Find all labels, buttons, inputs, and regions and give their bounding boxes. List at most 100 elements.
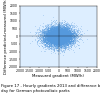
Point: [58, 29, 59, 31]
Point: [51, 34, 52, 36]
Point: [64, 29, 66, 31]
Point: [51, 38, 53, 39]
Point: [55, 32, 57, 33]
Point: [55, 42, 56, 44]
Point: [52, 35, 54, 36]
Point: [64, 39, 66, 40]
Point: [57, 41, 59, 42]
Point: [62, 37, 64, 39]
Point: [60, 35, 62, 36]
Point: [54, 43, 55, 44]
Point: [60, 49, 61, 50]
Point: [52, 41, 54, 43]
Point: [58, 34, 59, 35]
Point: [50, 28, 52, 29]
Point: [65, 35, 66, 37]
Point: [62, 36, 64, 37]
Point: [63, 33, 65, 35]
Point: [54, 31, 56, 32]
Point: [49, 35, 50, 36]
Point: [47, 29, 48, 31]
Point: [66, 33, 68, 35]
Point: [74, 34, 76, 36]
Point: [66, 28, 68, 30]
Point: [48, 40, 50, 41]
Point: [62, 35, 63, 37]
Point: [66, 40, 68, 42]
Point: [42, 46, 44, 48]
Point: [54, 39, 55, 40]
Point: [73, 43, 75, 44]
Point: [46, 40, 48, 41]
Point: [66, 22, 67, 24]
Point: [53, 33, 55, 35]
Point: [49, 34, 51, 35]
Point: [53, 34, 55, 36]
Point: [50, 33, 52, 35]
Point: [51, 31, 52, 32]
Point: [52, 42, 53, 44]
Point: [43, 30, 44, 32]
Point: [62, 38, 64, 40]
Point: [69, 35, 70, 36]
Point: [56, 25, 57, 26]
Point: [60, 32, 62, 34]
Point: [55, 38, 56, 40]
Point: [59, 35, 60, 36]
Point: [61, 38, 63, 39]
Point: [61, 28, 62, 29]
Point: [63, 39, 64, 41]
Point: [65, 37, 66, 39]
Point: [62, 35, 64, 36]
Point: [56, 37, 57, 38]
Point: [57, 32, 59, 34]
Point: [53, 47, 54, 49]
Point: [70, 32, 72, 33]
Point: [51, 37, 53, 38]
Point: [51, 40, 52, 42]
Point: [56, 35, 57, 37]
Point: [53, 37, 55, 39]
Point: [59, 32, 61, 33]
Point: [57, 34, 58, 36]
Point: [60, 25, 62, 26]
Point: [74, 36, 75, 37]
Point: [53, 32, 55, 33]
Point: [46, 39, 48, 40]
Point: [57, 37, 58, 38]
Point: [52, 47, 54, 49]
Point: [62, 36, 63, 38]
Point: [54, 34, 56, 35]
Point: [62, 36, 64, 38]
Point: [49, 36, 51, 38]
Point: [42, 41, 44, 42]
Point: [61, 32, 63, 33]
Point: [57, 27, 59, 28]
Point: [65, 33, 66, 34]
Point: [56, 31, 57, 32]
Point: [65, 28, 67, 29]
Point: [51, 35, 53, 36]
Point: [58, 45, 59, 46]
Point: [65, 34, 67, 36]
Point: [40, 37, 41, 39]
Point: [58, 41, 60, 43]
Point: [59, 34, 61, 35]
Point: [42, 36, 44, 38]
Point: [60, 33, 62, 35]
Point: [64, 38, 66, 40]
Point: [54, 32, 56, 33]
Point: [68, 36, 70, 38]
Point: [55, 31, 56, 32]
Point: [64, 38, 66, 40]
Point: [61, 32, 62, 34]
Point: [51, 41, 53, 42]
Point: [56, 39, 58, 41]
Point: [54, 42, 56, 44]
Point: [56, 33, 57, 34]
Point: [42, 31, 44, 33]
Point: [48, 32, 49, 34]
Point: [56, 38, 57, 39]
Point: [63, 41, 64, 42]
Point: [57, 38, 58, 40]
